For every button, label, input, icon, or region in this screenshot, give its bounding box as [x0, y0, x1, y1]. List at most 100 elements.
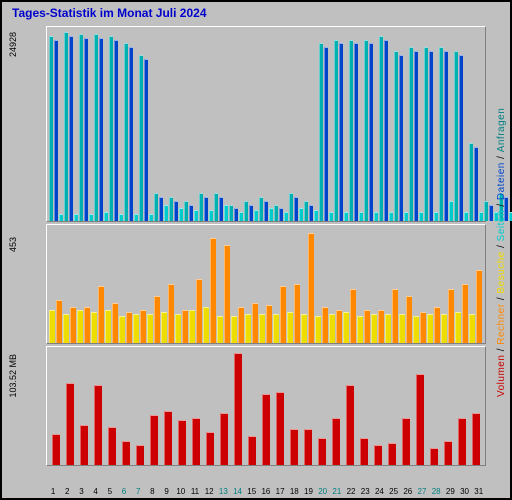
- day-group: [91, 286, 105, 343]
- day-group: [439, 47, 454, 221]
- day-group: [424, 47, 439, 221]
- volumen-bar: [192, 418, 200, 465]
- seiten-bar: [164, 205, 168, 221]
- volumen-bar: [136, 445, 144, 465]
- day-label: 9: [160, 487, 174, 496]
- chart-title: Tages-Statistik im Monat Juli 2024: [12, 6, 207, 20]
- day-group: [244, 201, 259, 221]
- dateien-bar: [279, 208, 283, 221]
- volumen-bar: [248, 436, 256, 465]
- seiten-bar: [89, 214, 93, 221]
- volumen-bar: [220, 413, 228, 465]
- dateien-bar: [204, 197, 208, 221]
- anfragen-bar: [424, 47, 428, 221]
- dateien-bar: [159, 197, 163, 221]
- rechner-bar: [84, 307, 90, 343]
- legend-item: Seiten: [496, 210, 507, 241]
- seiten-bar: [449, 201, 453, 221]
- day-label: 16: [259, 487, 273, 496]
- dateien-bar: [234, 208, 238, 221]
- anfragen-bar: [349, 40, 353, 221]
- day-group: [229, 205, 244, 221]
- day-group: [91, 385, 105, 465]
- besuche-bar: [385, 314, 391, 343]
- seiten-bar: [269, 208, 273, 221]
- seiten-bar: [149, 214, 153, 221]
- day-label: 28: [429, 487, 443, 496]
- anfragen-bar: [244, 201, 248, 221]
- volumen-bar: [290, 429, 298, 465]
- day-group: [304, 201, 319, 221]
- day-group: [203, 432, 217, 465]
- anfragen-bar: [109, 36, 113, 221]
- anfragen-bar: [49, 36, 53, 221]
- panel-top-requests: [46, 26, 486, 222]
- day-group: [329, 310, 343, 343]
- volumen-bar: [304, 429, 312, 465]
- day-group: [371, 310, 385, 343]
- anfragen-bar: [229, 205, 233, 221]
- anfragen-bar: [394, 51, 398, 221]
- seiten-bar: [299, 208, 303, 221]
- day-group: [94, 34, 109, 221]
- anfragen-bar: [199, 193, 203, 221]
- seiten-bar: [344, 212, 348, 221]
- seiten-bar: [389, 212, 393, 221]
- rechner-bar: [434, 307, 440, 343]
- anfragen-bar: [304, 201, 308, 221]
- day-group: [455, 284, 469, 343]
- volumen-bar: [108, 427, 116, 465]
- day-group: [245, 303, 259, 343]
- volumen-bar: [234, 353, 242, 465]
- rechner-bar: [140, 310, 146, 343]
- day-label: 22: [344, 487, 358, 496]
- seiten-bar: [314, 210, 318, 221]
- besuche-bar: [273, 314, 279, 343]
- seiten-bar: [194, 210, 198, 221]
- day-group: [139, 55, 154, 221]
- besuche-bar: [315, 316, 321, 343]
- anfragen-bar: [469, 143, 473, 221]
- dateien-bar: [309, 205, 313, 221]
- seiten-bar: [104, 212, 108, 221]
- besuche-bar: [357, 316, 363, 343]
- dateien-bar: [384, 40, 388, 221]
- day-group: [319, 43, 334, 221]
- day-group: [217, 245, 231, 343]
- legend-separator: /: [496, 200, 507, 210]
- volumen-bar: [388, 443, 396, 465]
- day-group: [175, 420, 189, 465]
- volumen-bar: [430, 448, 438, 465]
- day-group: [105, 303, 119, 343]
- day-group: [287, 429, 301, 465]
- day-group: [147, 415, 161, 465]
- day-label: 1: [46, 487, 60, 496]
- besuche-bar: [49, 310, 55, 343]
- anfragen-bar: [409, 47, 413, 221]
- day-group: [175, 310, 189, 343]
- seiten-bar: [209, 210, 213, 221]
- day-group: [147, 296, 161, 343]
- day-group: [133, 445, 147, 465]
- volumen-bar: [80, 425, 88, 465]
- day-group: [315, 307, 329, 343]
- day-group: [399, 418, 413, 465]
- day-label: 8: [145, 487, 159, 496]
- dateien-bar: [144, 59, 148, 221]
- rechner-bar: [56, 300, 62, 343]
- dateien-bar: [129, 47, 133, 221]
- day-group: [273, 392, 287, 465]
- ylabel-mid: 453: [8, 237, 44, 252]
- rechner-bar: [462, 284, 468, 343]
- dateien-bar: [294, 197, 298, 221]
- rechner-bar: [126, 312, 132, 343]
- day-group: [217, 413, 231, 465]
- day-label: 6: [117, 487, 131, 496]
- rechner-bar: [322, 307, 328, 343]
- day-label: 2: [60, 487, 74, 496]
- dateien-bar: [429, 51, 433, 221]
- rechner-bar: [280, 286, 286, 343]
- seiten-bar: [374, 212, 378, 221]
- day-group: [427, 448, 441, 465]
- dateien-bar: [339, 43, 343, 221]
